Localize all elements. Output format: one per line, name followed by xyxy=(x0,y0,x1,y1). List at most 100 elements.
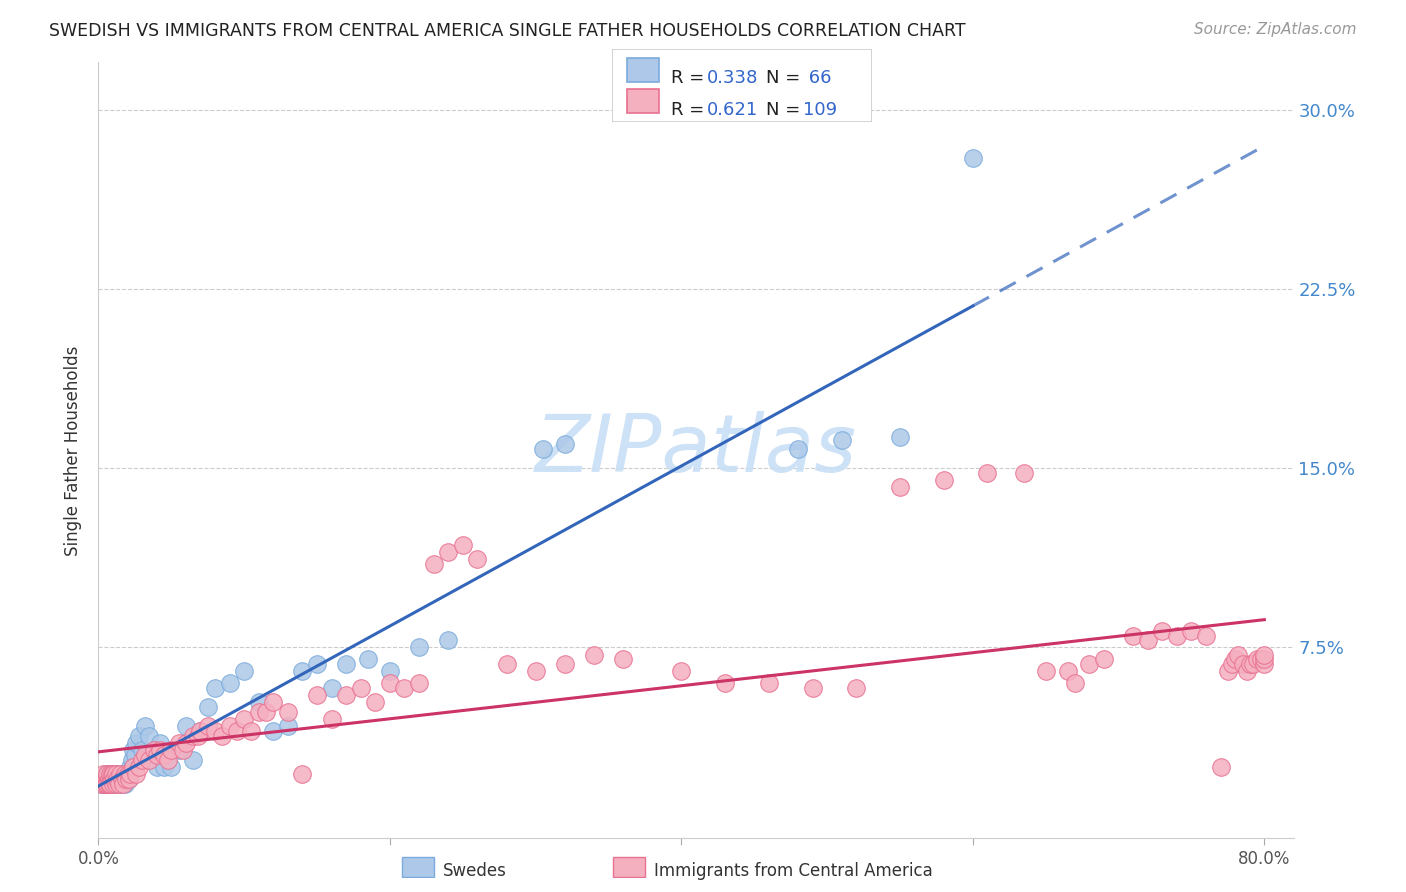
Text: 66: 66 xyxy=(803,69,831,87)
Point xyxy=(554,437,576,451)
Point xyxy=(181,729,204,743)
Point xyxy=(96,772,118,786)
Point xyxy=(378,665,401,679)
Point xyxy=(115,772,138,786)
Point xyxy=(451,538,474,552)
Point xyxy=(531,442,554,457)
Point xyxy=(94,772,117,786)
Point xyxy=(104,776,127,790)
Point xyxy=(101,776,124,790)
Point xyxy=(204,724,226,739)
Text: 109: 109 xyxy=(803,101,837,119)
Point xyxy=(138,753,160,767)
Point xyxy=(190,724,212,739)
Point xyxy=(128,760,150,774)
FancyBboxPatch shape xyxy=(402,856,434,877)
Point xyxy=(96,776,118,790)
Point xyxy=(225,724,247,739)
Point xyxy=(758,676,780,690)
Point xyxy=(321,712,343,726)
Point xyxy=(190,724,212,739)
FancyBboxPatch shape xyxy=(627,89,659,113)
Point xyxy=(105,772,128,786)
Point xyxy=(1246,652,1268,666)
Point xyxy=(112,767,135,781)
Point xyxy=(97,767,120,781)
Point xyxy=(350,681,373,695)
Point xyxy=(145,747,167,762)
Point xyxy=(115,772,138,786)
Point xyxy=(120,767,142,781)
Point xyxy=(1225,652,1247,666)
Point xyxy=(157,747,180,762)
FancyBboxPatch shape xyxy=(612,49,872,122)
Text: R =: R = xyxy=(671,101,710,119)
Point xyxy=(1250,652,1272,666)
Point xyxy=(142,747,165,762)
Point xyxy=(103,772,125,786)
Point xyxy=(305,688,328,702)
Point xyxy=(1227,648,1250,662)
Point xyxy=(167,743,190,757)
Point xyxy=(103,772,125,786)
Point xyxy=(787,442,810,457)
Text: Immigrants from Central America: Immigrants from Central America xyxy=(654,862,932,880)
Text: N =: N = xyxy=(766,101,806,119)
Point xyxy=(291,767,314,781)
Point xyxy=(138,729,160,743)
Point xyxy=(247,705,270,719)
Point xyxy=(117,767,139,781)
Point xyxy=(932,473,955,487)
Point xyxy=(110,767,132,781)
Point xyxy=(1239,657,1261,672)
Point xyxy=(125,767,148,781)
Point xyxy=(1195,628,1218,642)
Point xyxy=(91,772,114,786)
Point xyxy=(831,433,853,447)
Point xyxy=(100,767,122,781)
Point xyxy=(437,545,460,559)
Text: Swedes: Swedes xyxy=(443,862,506,880)
Point xyxy=(845,681,868,695)
Point xyxy=(889,480,911,494)
Point xyxy=(211,729,233,743)
Point xyxy=(305,657,328,672)
Point xyxy=(1056,665,1078,679)
FancyBboxPatch shape xyxy=(613,856,645,877)
Point xyxy=(1253,652,1275,666)
Point xyxy=(1253,648,1275,662)
Point xyxy=(1209,760,1232,774)
Point xyxy=(101,776,124,790)
Point xyxy=(394,681,416,695)
Point xyxy=(94,776,117,790)
Point xyxy=(134,747,156,762)
FancyBboxPatch shape xyxy=(627,58,659,82)
Point xyxy=(197,700,219,714)
Point xyxy=(101,767,124,781)
Point xyxy=(98,767,121,781)
Point xyxy=(97,772,120,786)
Point xyxy=(976,466,998,480)
Point xyxy=(93,776,115,790)
Point xyxy=(801,681,824,695)
Point xyxy=(142,743,165,757)
Point xyxy=(117,767,139,781)
Point xyxy=(93,776,115,790)
Point xyxy=(1035,665,1057,679)
Point xyxy=(240,724,263,739)
Point xyxy=(104,767,127,781)
Point xyxy=(277,705,299,719)
Point xyxy=(335,657,357,672)
Point xyxy=(197,719,219,733)
Text: N =: N = xyxy=(766,69,806,87)
Point xyxy=(174,719,197,733)
Point xyxy=(104,776,127,790)
Point xyxy=(233,712,256,726)
Point xyxy=(233,665,256,679)
Point xyxy=(114,767,136,781)
Point xyxy=(277,719,299,733)
Point xyxy=(100,772,122,786)
Point xyxy=(247,695,270,709)
Point xyxy=(97,776,120,790)
Point xyxy=(111,772,134,786)
